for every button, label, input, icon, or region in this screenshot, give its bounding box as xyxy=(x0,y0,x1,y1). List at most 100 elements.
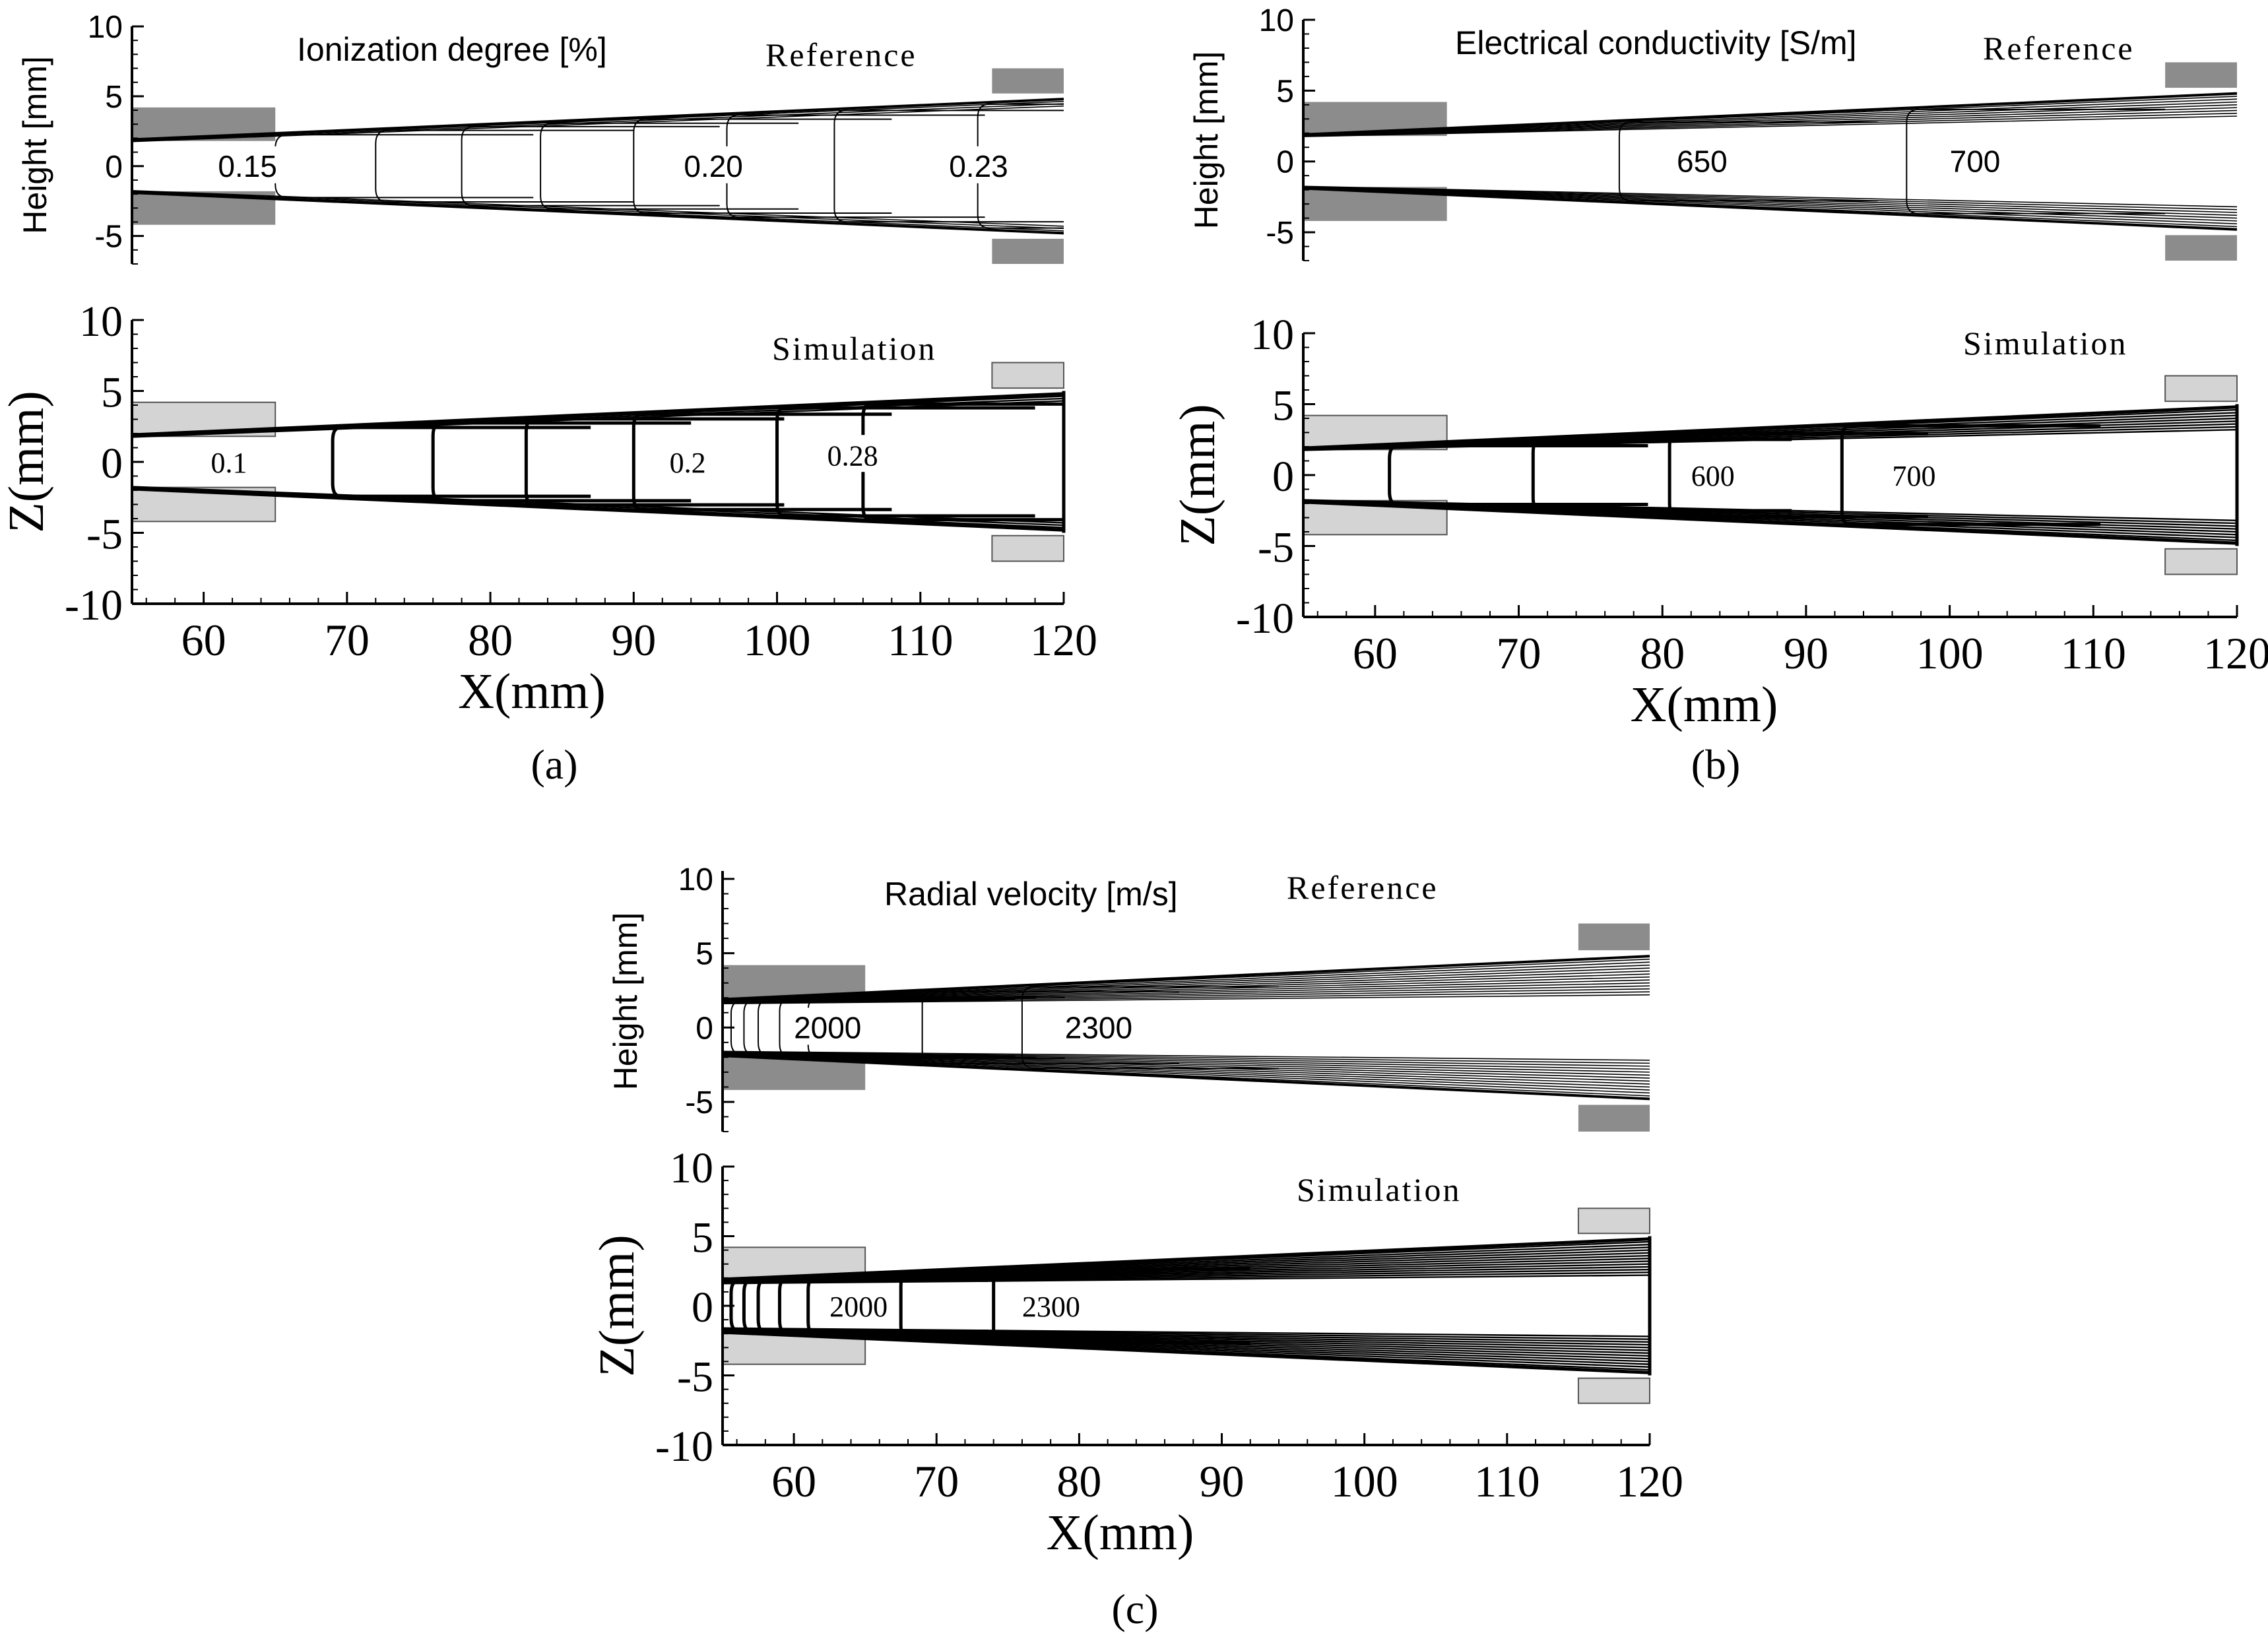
channel-wall-line xyxy=(1303,101,2238,136)
y-axis-label: Z(mm) xyxy=(1170,404,1225,546)
x-tick-label: 100 xyxy=(1916,628,1984,678)
y-tick-label: 5 xyxy=(1272,382,1294,430)
contour-label: 2000 xyxy=(794,1010,861,1044)
channel-wall-line xyxy=(131,191,1064,235)
y-tick-label: 10 xyxy=(88,10,123,45)
contour-label-bg xyxy=(1688,455,1741,492)
y-axis-label: Z(mm) xyxy=(0,391,54,532)
contour-line xyxy=(833,110,1064,223)
contour-line xyxy=(742,1278,1001,1334)
channel-wall-line xyxy=(722,1327,1650,1337)
contour-line xyxy=(726,114,985,218)
y-tick-label: -5 xyxy=(1266,216,1294,251)
contour-line xyxy=(1531,437,1792,513)
channel-wall-line xyxy=(722,955,1650,1001)
panel-caption: (a) xyxy=(531,741,577,788)
y-tick-label: -5 xyxy=(677,1353,713,1401)
channel-wall-line xyxy=(722,1050,1650,1061)
x-tick-label: 110 xyxy=(888,615,953,665)
contour-label: 0.23 xyxy=(949,149,1008,183)
x-tick-label: 90 xyxy=(1200,1456,1245,1506)
contour-label: 2300 xyxy=(1065,1010,1132,1044)
electrode-block xyxy=(1577,1377,1651,1404)
contour-line xyxy=(524,417,785,507)
contour-label-bg xyxy=(1019,1286,1088,1323)
y-tick-label: 0 xyxy=(696,1011,713,1046)
x-tick-label: 120 xyxy=(2203,628,2268,678)
electrode-block xyxy=(992,238,1064,264)
contour-label: 0.2 xyxy=(670,447,706,479)
channel-wall-line xyxy=(722,961,1650,1001)
contour-label: 0.1 xyxy=(211,447,247,479)
x-axis-label: X(mm) xyxy=(1047,1505,1194,1560)
contour-label-bg xyxy=(1947,141,2000,179)
contour-line xyxy=(1840,424,2101,527)
x-tick-label: 120 xyxy=(1616,1456,1683,1506)
simulation-plot-1: 0.1 0.2 0.28 10 5 0 -5 -10 Z(mm) Simulation 60 70 80… xyxy=(0,298,1097,719)
contour-label-bg xyxy=(824,435,893,472)
y-tick-label: 10 xyxy=(670,1144,713,1192)
contour-line xyxy=(375,129,634,203)
contour-label: 0.15 xyxy=(218,149,277,183)
electrode-block xyxy=(1577,1207,1651,1235)
channel-wall-line xyxy=(1303,96,2238,136)
electrode-block xyxy=(2164,548,2238,575)
plot-title: Electrical conductivity [S/m] xyxy=(1455,24,1857,61)
y-tick-label: -10 xyxy=(1236,595,1294,643)
electrode-block xyxy=(1578,923,1650,951)
channel-wall-line xyxy=(722,1054,1650,1088)
contour-label-bg xyxy=(791,1008,860,1045)
y-tick-label: 5 xyxy=(105,80,123,115)
contour-line xyxy=(921,990,1179,1064)
y-tick-label: -5 xyxy=(1258,524,1294,572)
x-tick-label: 70 xyxy=(914,1456,959,1506)
channel-wall-line xyxy=(1303,112,2238,137)
contour-label-bg xyxy=(946,146,1016,183)
contour-line xyxy=(633,118,892,214)
simulation-tag: Simulation xyxy=(1297,1171,1461,1208)
channel-wall-line xyxy=(1303,185,2238,208)
x-tick-label: 80 xyxy=(468,615,513,665)
channel-wall-line xyxy=(1303,98,2238,136)
channel-wall-line xyxy=(722,991,1650,1004)
x-tick-label: 100 xyxy=(1331,1456,1398,1506)
y-tick-label: -10 xyxy=(655,1423,713,1471)
contour-line xyxy=(1388,444,1648,506)
x-tick-label: 110 xyxy=(1474,1456,1539,1506)
channel-wall-line xyxy=(722,967,1650,1002)
contour-label: 650 xyxy=(1677,145,1728,179)
channel-wall-line xyxy=(1303,187,2238,228)
contour-label: 2000 xyxy=(829,1291,888,1323)
electrode-block xyxy=(2165,235,2237,261)
contour-line xyxy=(461,125,720,207)
contour-label: 2300 xyxy=(1022,1291,1080,1323)
panel-caption: (c) xyxy=(1111,1586,1158,1632)
channel-wall-line xyxy=(722,1054,1650,1094)
contour-line xyxy=(331,426,591,498)
y-tick-label: -5 xyxy=(86,511,123,559)
channel-wall-line xyxy=(131,191,1064,232)
x-tick-label: 60 xyxy=(181,615,226,665)
channel-wall-line xyxy=(722,994,1650,1005)
contour-line xyxy=(1668,432,1928,519)
contour-label: 0.20 xyxy=(684,149,743,183)
x-tick-label: 80 xyxy=(1056,1456,1101,1506)
x-axis-label: X(mm) xyxy=(458,664,606,719)
channel-wall-line xyxy=(1303,92,2238,136)
y-tick-label: 0 xyxy=(1272,453,1294,501)
contour-line xyxy=(743,999,1001,1056)
contour-label-bg xyxy=(666,442,720,479)
y-tick-label: 5 xyxy=(692,1214,713,1262)
panel-caption: (b) xyxy=(1691,741,1741,788)
x-tick-label: 90 xyxy=(1784,628,1829,678)
simulation-tag: Simulation xyxy=(772,330,936,367)
x-tick-label: 110 xyxy=(2061,628,2126,678)
y-tick-label: 0 xyxy=(1276,145,1294,180)
y-tick-label: 0 xyxy=(105,150,123,185)
y-tick-label: 0 xyxy=(101,439,123,488)
channel-wall-line xyxy=(1303,186,2238,213)
contour-line xyxy=(540,122,799,210)
contour-line xyxy=(992,1267,1250,1345)
contour-label: 600 xyxy=(1691,460,1735,492)
